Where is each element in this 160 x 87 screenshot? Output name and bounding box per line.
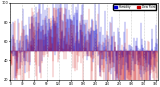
Legend: Humidity, Dew Point: Humidity, Dew Point [113, 4, 156, 10]
